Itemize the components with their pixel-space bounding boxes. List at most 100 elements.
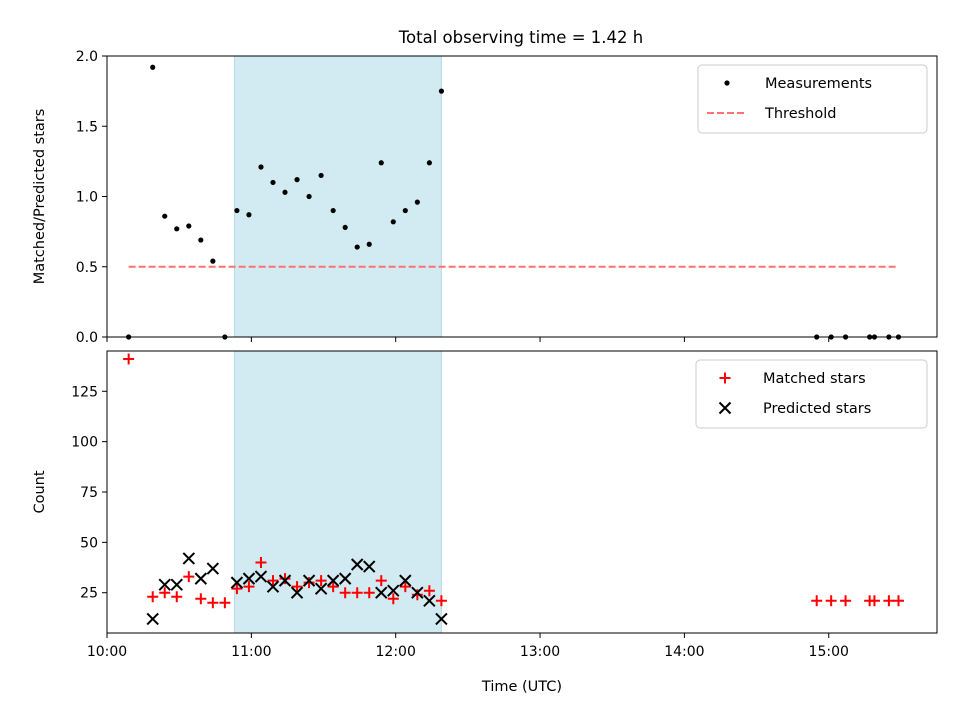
x-tick-label: 14:00 [664,644,704,660]
data-point [326,574,340,587]
data-point [279,573,291,585]
data-point [327,581,339,593]
y-tick-label: 100 [71,435,98,451]
data-point [230,576,244,589]
data-point [186,223,192,229]
data-point [423,594,436,607]
data-point [411,589,423,601]
data-point [150,64,156,70]
data-point [375,586,388,599]
data-point [350,558,364,571]
data-point [198,237,204,243]
data-point [411,586,424,599]
data-point [219,597,231,609]
y-tick-label: 125 [71,384,98,400]
figure-title: Total observing time = 1.42 h [398,28,643,47]
data-point [342,224,348,231]
data-point [811,595,823,607]
data-point [302,574,316,587]
data-point [270,179,276,186]
y-tick-label: 0.5 [76,260,98,276]
y-tick-label: 75 [80,485,98,501]
count-panel: 25 50 75 100 125 10:00 11:00 12:00 13:00 14:00 15:… [32,350,938,695]
data-point [318,172,324,179]
series-matched-stars [123,353,905,609]
data-point [354,244,360,250]
data-point [390,219,396,225]
data-point [207,597,219,609]
data-point [303,577,315,589]
legend-marker [719,372,731,384]
data-point [246,212,252,218]
data-point [242,572,256,585]
data-point [282,189,288,195]
data-point [255,557,267,568]
data-point [290,586,304,599]
y-axis-label: Count [32,470,48,513]
data-point [330,207,336,214]
y-tick-label: 1.5 [76,119,98,135]
data-point [266,580,280,593]
data-point [351,587,363,599]
data-point [171,591,183,603]
data-point [363,560,376,573]
data-point [315,575,327,587]
data-point [123,353,135,365]
legend-label: Matched stars [763,371,866,387]
data-point [375,575,387,587]
data-point [195,593,207,605]
data-point [170,578,183,591]
data-point [183,571,195,583]
data-point [234,207,240,214]
data-point [414,199,420,205]
data-point [339,587,351,599]
legend: Matched stars Predicted stars [695,359,928,429]
data-point [387,584,400,597]
ratio-panel: 0.0 0.5 1.0 1.5 2.0 Matched/Predicted stars Me… [32,49,938,346]
data-point [206,562,220,575]
data-point [294,177,300,183]
data-point [291,581,303,593]
data-point [314,582,328,595]
data-point [162,213,168,219]
data-point [883,595,895,607]
data-point [366,241,372,247]
y-tick-label: 0.0 [76,330,98,346]
data-point [868,595,880,607]
data-point [182,552,196,565]
data-point [423,585,435,597]
legend-frame [697,64,928,134]
data-point [194,572,208,585]
data-point [158,578,171,591]
legend-label: Predicted stars [763,401,871,417]
data-point [338,572,352,585]
legend-label: Measurements [765,76,872,92]
data-point [402,207,408,214]
x-tick-label: 12:00 [376,644,416,660]
data-point [399,581,411,593]
data-point [435,595,447,607]
y-axis-label: Matched/Predicted stars [32,109,48,285]
data-point [306,193,312,200]
legend-marker [718,401,732,415]
data-point [243,581,255,593]
data-point [399,574,412,587]
data-point [825,595,837,607]
data-point [387,593,399,605]
highlight-span [234,350,442,634]
data-point [278,574,292,587]
series-predicted-stars [146,552,448,626]
data-point [378,160,384,166]
data-point [210,258,216,264]
data-point [146,612,159,626]
y-tick-label: 25 [80,586,98,602]
data-point [147,591,159,603]
legend: Measurements Threshold [697,64,928,134]
x-tick-label: 10:00 [87,644,127,660]
x-tick-label: 11:00 [231,644,271,660]
data-point [258,164,264,170]
data-point [174,226,180,232]
y-tick-label: 2.0 [76,49,98,65]
data-point [363,587,375,599]
